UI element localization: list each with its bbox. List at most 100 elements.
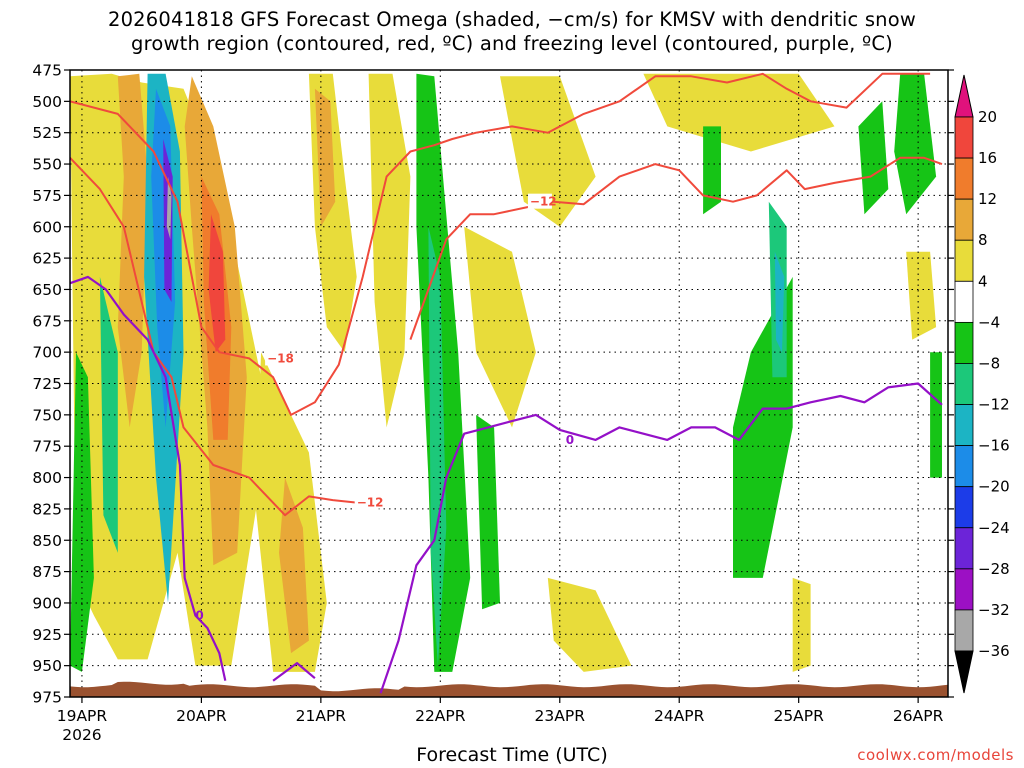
- y-tick-label-16: 875: [32, 563, 62, 581]
- y-tick-label-20: 975: [32, 689, 62, 707]
- colorbar-level-label-7: −12: [978, 396, 1010, 414]
- y-tick-label-12: 775: [32, 438, 62, 456]
- colorbar-level-label-9: −20: [978, 478, 1010, 496]
- dgz-label-bg-2: [527, 193, 552, 209]
- omega-region-17: [428, 226, 447, 666]
- omega-region-31: [906, 251, 937, 340]
- freezing-contour-0: [70, 275, 227, 681]
- x-tick-label-5: 24APR: [654, 707, 705, 725]
- chart-title-line-2: growth region (contoured, red, ºC) and f…: [131, 32, 893, 55]
- omega-region-20: [500, 76, 596, 227]
- omega-region-26: [774, 251, 785, 353]
- freezing-contour-2: [272, 661, 316, 682]
- y-tick-label-14: 825: [32, 500, 62, 518]
- colorbar-level-label-1: 16: [978, 149, 997, 167]
- x-tick-sublabel: 2026: [62, 726, 101, 744]
- colorbar-level-label-2: 12: [978, 190, 997, 208]
- chart-title-line-1: 2026041818 GFS Forecast Omega (shaded, −…: [107, 8, 917, 31]
- y-tick-label-0: 475: [32, 62, 62, 80]
- omega-region-19: [464, 226, 536, 428]
- colorbar-band-2: [954, 198, 974, 241]
- dgz-label-bg-0: [354, 494, 379, 510]
- omega-region-5: [70, 352, 94, 672]
- x-tick-label-7: 26APR: [893, 707, 944, 725]
- colorbar-level-label-12: −32: [978, 601, 1010, 619]
- colorbar-level-label-11: −28: [978, 560, 1010, 578]
- y-tick-label-1: 500: [32, 93, 62, 111]
- dgz-contour-label-1: −18: [267, 351, 294, 365]
- colorbar-band-4: [954, 280, 974, 323]
- x-tick-label-4: 23APR: [535, 707, 586, 725]
- y-tick-label-13: 800: [32, 469, 62, 487]
- omega-region-18: [476, 414, 500, 610]
- colorbar-level-label-10: −24: [978, 519, 1010, 537]
- colorbar-band-11: [954, 568, 974, 611]
- colorbar-band-10: [954, 527, 974, 570]
- colorbar-band-5: [954, 321, 974, 364]
- colorbar-level-label-6: −8: [978, 354, 1000, 372]
- omega-region-4: [208, 214, 226, 353]
- y-tick-label-19: 950: [32, 657, 62, 675]
- y-tick-label-4: 575: [32, 187, 62, 205]
- colorbar-level-label-3: 8: [978, 231, 988, 249]
- y-tick-label-9: 700: [32, 344, 62, 362]
- colorbar-level-label-8: −16: [978, 437, 1010, 455]
- dgz-contour-2: [409, 156, 943, 340]
- colorbar-band-7: [954, 404, 974, 447]
- freezing-contour-1: [379, 382, 943, 694]
- dgz-label-bg-1: [265, 350, 290, 366]
- y-tick-label-2: 525: [32, 124, 62, 142]
- colorbar-band-12: [954, 609, 974, 652]
- x-axis-title: Forecast Time (UTC): [416, 744, 608, 766]
- y-tick-label-6: 625: [32, 250, 62, 268]
- colorbar-band-8: [954, 445, 974, 488]
- y-tick-label-15: 850: [32, 532, 62, 550]
- y-tick-label-7: 650: [32, 281, 62, 299]
- omega-region-1: [117, 73, 148, 428]
- colorbar-level-label-13: −36: [978, 642, 1010, 660]
- colorbar-band-1: [954, 157, 974, 200]
- x-tick-label-2: 21APR: [296, 707, 347, 725]
- x-tick-label-6: 25APR: [773, 707, 824, 725]
- omega-region-21: [547, 577, 632, 672]
- omega-region-29: [894, 73, 937, 215]
- x-tick-label-1: 20APR: [176, 707, 227, 725]
- terrain-surface: [70, 681, 948, 697]
- omega-region-27: [858, 101, 889, 215]
- colorbar-over-arrow: [954, 74, 974, 118]
- dgz-contour-label-2: −12: [530, 195, 557, 209]
- freezing-contour-label-0: 0: [195, 608, 203, 622]
- colorbar-level-label-0: 20: [978, 108, 997, 126]
- omega-region-22: [643, 73, 835, 152]
- credit-link[interactable]: coolwx.com/models: [857, 746, 1014, 764]
- colorbar-level-label-5: −4: [978, 313, 1000, 331]
- colorbar-band-9: [954, 486, 974, 529]
- omega-region-10: [166, 176, 172, 240]
- colorbar-band-6: [954, 363, 974, 405]
- y-tick-label-10: 725: [32, 375, 62, 393]
- omega-region-28: [703, 126, 721, 215]
- freezing-contour-label-1: 0: [566, 433, 574, 447]
- dgz-contour-1: [70, 72, 931, 416]
- plot-layer: −12 −18 −12 0 0: [70, 70, 948, 697]
- y-tick-label-11: 750: [32, 406, 62, 424]
- y-tick-label-17: 900: [32, 594, 62, 612]
- dgz-contour-label-0: −12: [357, 496, 384, 510]
- omega-region-16: [416, 73, 471, 672]
- omega-region-15: [279, 477, 309, 654]
- y-tick-label-3: 550: [32, 156, 62, 174]
- y-tick-label-8: 675: [32, 312, 62, 330]
- colorbar-level-label-4: 4: [978, 272, 988, 290]
- x-tick-label-3: 22APR: [415, 707, 466, 725]
- y-tick-label-18: 925: [32, 626, 62, 644]
- y-tick-label-5: 600: [32, 218, 62, 236]
- omega-region-12: [314, 88, 336, 227]
- colorbar-band-3: [954, 239, 974, 282]
- colorbar-band-0: [954, 116, 974, 159]
- x-tick-label-0: 19APR: [57, 707, 108, 725]
- colorbar-under-arrow: [954, 650, 974, 694]
- dgz-contour-0: [70, 157, 357, 517]
- omega-region-23: [792, 577, 811, 672]
